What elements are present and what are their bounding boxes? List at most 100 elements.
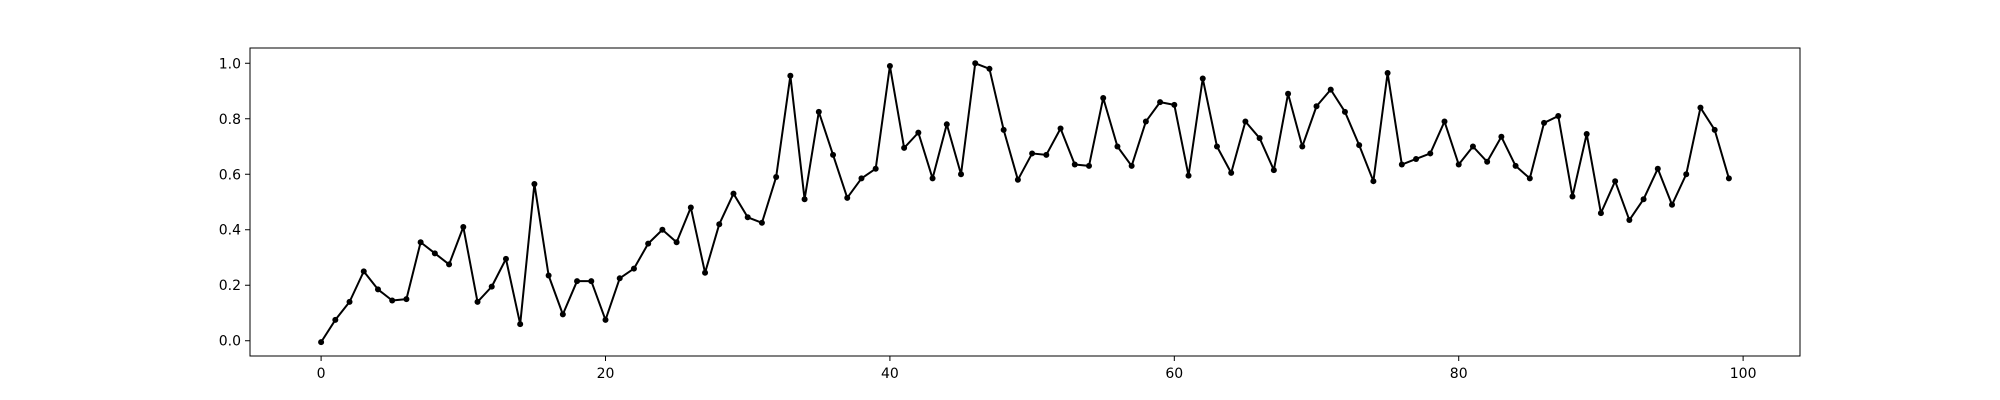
data-point: [929, 175, 936, 182]
data-point: [559, 311, 566, 318]
data-point: [588, 278, 595, 285]
data-point: [1669, 201, 1676, 208]
data-point: [1171, 101, 1178, 108]
axes-layer: 0 20 40 60 80 100 0.0 0.2 0.4 0.6 0.8 1.0: [219, 56, 1757, 382]
data-point: [1356, 142, 1363, 149]
data-point: [1043, 151, 1050, 158]
data-point: [374, 286, 381, 293]
data-point: [659, 226, 666, 233]
data-point: [787, 72, 794, 79]
data-point: [1455, 161, 1462, 168]
data-point: [986, 65, 993, 72]
data-point: [517, 321, 524, 328]
data-point: [502, 255, 509, 262]
data-point: [1142, 118, 1149, 125]
data-point: [360, 268, 367, 275]
data-point: [1626, 217, 1633, 224]
data-point: [1654, 165, 1661, 172]
data-point: [901, 144, 908, 151]
data-point: [1384, 69, 1391, 76]
data-point: [602, 316, 609, 323]
data-point: [1000, 126, 1007, 133]
data-point: [1114, 143, 1121, 150]
data-point: [1683, 171, 1690, 178]
y-tick-label: 0.4: [219, 223, 241, 239]
x-tick-label: 60: [1165, 366, 1183, 382]
data-point: [1640, 196, 1647, 203]
data-point: [389, 297, 396, 304]
data-point: [1299, 143, 1306, 150]
data-point: [616, 275, 623, 282]
data-point: [318, 339, 325, 346]
data-point: [1128, 162, 1135, 169]
data-point: [773, 174, 780, 181]
x-tick-label: 40: [881, 366, 899, 382]
data-point: [474, 298, 481, 305]
data-point: [915, 129, 922, 136]
data-point: [1085, 162, 1092, 169]
x-tick-label: 20: [597, 366, 615, 382]
data-point: [574, 278, 581, 285]
data-point: [758, 219, 765, 226]
data-point: [1725, 175, 1732, 182]
data-point: [1341, 108, 1348, 115]
data-point: [1526, 175, 1533, 182]
y-tick-label: 1.0: [219, 56, 241, 72]
data-point: [446, 261, 453, 268]
data-point: [417, 239, 424, 246]
data-point: [1469, 143, 1476, 150]
data-point: [545, 272, 552, 279]
data-point: [702, 269, 709, 276]
data-point: [1541, 119, 1548, 126]
data-point: [872, 165, 879, 172]
data-point: [886, 63, 893, 70]
y-tick-label: 0.2: [219, 278, 241, 294]
series-line: [320, 62, 1730, 343]
data-point: [1228, 169, 1235, 176]
data-point: [1711, 126, 1718, 133]
data-point: [1370, 178, 1377, 185]
data-point: [630, 265, 637, 272]
data-point: [1185, 172, 1192, 179]
data-point: [1484, 158, 1491, 165]
data-point: [1285, 90, 1292, 97]
y-tick-label: 0.0: [219, 334, 241, 350]
data-point: [1512, 162, 1519, 169]
x-tick-label: 100: [1730, 366, 1757, 382]
data-point: [346, 298, 353, 305]
data-point: [1555, 112, 1562, 119]
data-point: [1498, 133, 1505, 140]
data-point: [1398, 161, 1405, 168]
plot-frame: [249, 47, 1801, 357]
y-tick-label: 0.6: [219, 167, 241, 183]
data-point: [1100, 94, 1107, 101]
data-point: [488, 283, 495, 290]
data-point: [1413, 155, 1420, 162]
data-point: [1270, 167, 1277, 174]
data-point: [1569, 193, 1576, 200]
data-point: [645, 240, 652, 247]
data-point: [1256, 135, 1263, 142]
data-point: [1029, 150, 1036, 157]
data-point: [431, 250, 438, 257]
data-point: [1697, 104, 1704, 111]
data-point: [958, 171, 965, 178]
data-point: [716, 221, 723, 228]
data-point: [1242, 118, 1249, 125]
data-point: [1313, 103, 1320, 110]
data-point: [332, 316, 339, 323]
data-point: [1583, 131, 1590, 138]
data-point: [815, 108, 822, 115]
data-point: [844, 194, 851, 201]
x-tick-label: 0: [317, 366, 326, 382]
data-point: [531, 180, 538, 187]
data-point: [1057, 125, 1064, 132]
x-tick-label: 80: [1450, 366, 1468, 382]
data-point: [801, 196, 808, 203]
data-point: [1213, 143, 1220, 150]
y-tick-label: 0.8: [219, 112, 241, 128]
data-point: [858, 175, 865, 182]
data-point: [1157, 99, 1164, 106]
